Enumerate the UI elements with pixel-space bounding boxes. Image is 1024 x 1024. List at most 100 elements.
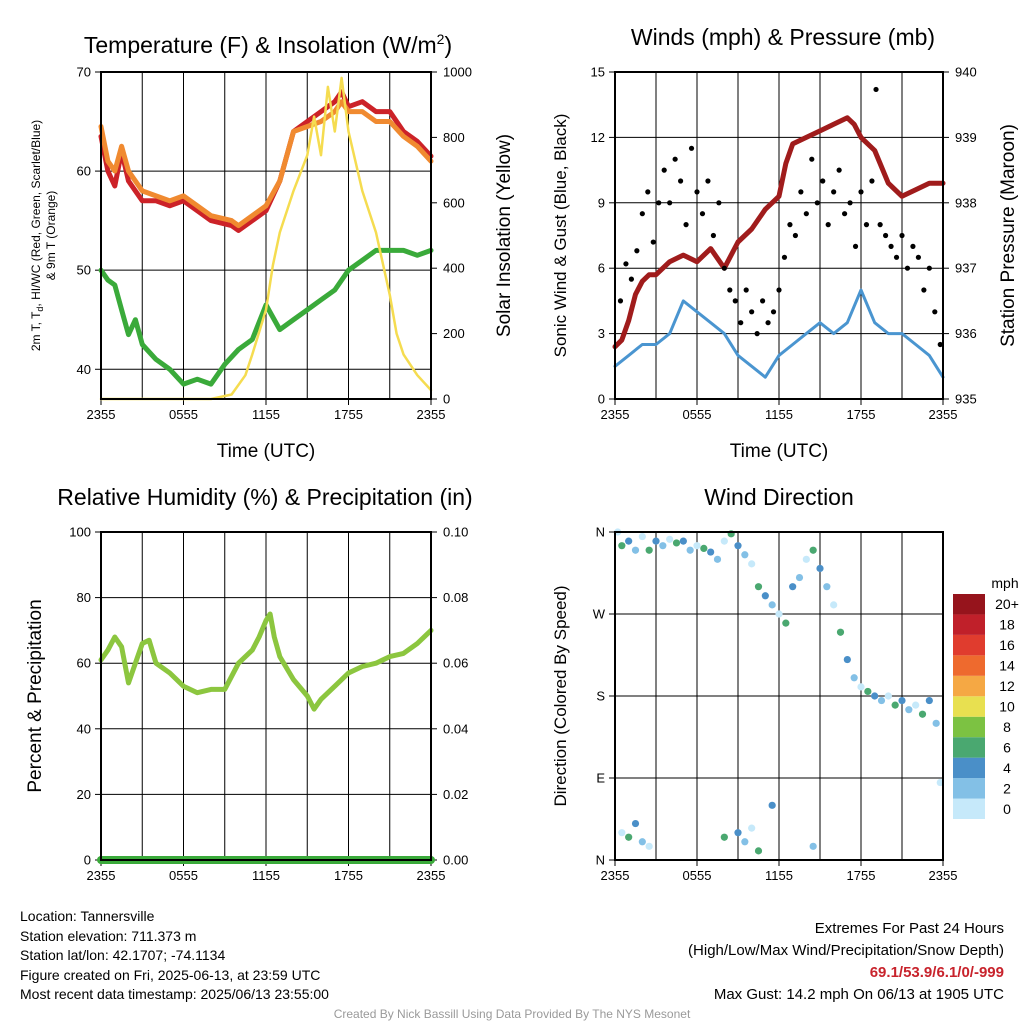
temp-series-hi_green	[98, 247, 434, 387]
wind-gust-point	[792, 232, 799, 239]
wind-gust-point	[650, 239, 656, 245]
dir-point	[843, 655, 851, 664]
wind-gust-point	[910, 243, 916, 249]
dir-point	[782, 619, 790, 627]
rh-y2tick-label: 0.04	[443, 721, 468, 736]
rh-border	[100, 531, 432, 861]
colorbar-label: 8	[1003, 719, 1011, 735]
wind-y2tick-label: 935	[955, 392, 977, 407]
wind-title: Winds (mph) & Pressure (mb)	[631, 24, 935, 50]
wind-gust-point	[858, 189, 864, 195]
colorbar-swatch	[953, 675, 985, 697]
colorbar-label: 16	[999, 637, 1015, 653]
dir-point	[850, 674, 858, 682]
wind-gust-point	[825, 222, 831, 228]
wind-gust-point	[672, 156, 678, 162]
dir-point	[816, 564, 824, 573]
rh-ytick-label: 60	[77, 656, 91, 671]
extremes-subtitle: (High/Low/Max Wind/Precipitation/Snow De…	[688, 942, 1004, 959]
rh-panel: 0 20 40 60 80 100 0.00 0.02 0.04 0.06 0.08 0.10 2355…	[25, 484, 473, 883]
colorbar-swatch	[953, 778, 985, 799]
temp-xtick-label: 1755	[334, 407, 363, 422]
wind-y2tick-label: 940	[955, 65, 977, 80]
credit-line: Created By Nick Bassill Using Data Provi…	[333, 1007, 691, 1021]
wind-gust-point	[727, 287, 733, 293]
wind-gust-point	[738, 320, 744, 326]
rh-ytick-label: 80	[77, 590, 91, 605]
dir-point	[905, 706, 913, 714]
wind-gust-point	[639, 211, 645, 217]
dir-point	[802, 555, 810, 563]
station-location: Location: Tannersville	[20, 908, 155, 924]
wind-gust-point	[749, 309, 755, 315]
dir-ytick-label: N	[596, 525, 605, 540]
wind-panel: 0 3 6 9 12 15 935 936 937 938 939 940 2355 0555 1155 17…	[551, 24, 1019, 462]
rh-ytick-label: 0	[84, 853, 91, 868]
colorbar-swatch	[953, 655, 985, 676]
temp-ytick-label: 60	[77, 164, 91, 179]
wind-gust-point	[656, 200, 662, 206]
wind-gust-point	[873, 86, 879, 93]
station-latlon: Station lat/lon: 42.1707; -74.1134	[20, 947, 226, 963]
extremes-info: Extremes For Past 24 Hours (High/Low/Max…	[688, 918, 1004, 1006]
temp-y2tick-label: 800	[443, 130, 465, 145]
dir-point	[734, 829, 742, 837]
dir-border	[614, 531, 944, 861]
dir-point	[823, 583, 831, 591]
colorbar-swatch	[953, 696, 985, 717]
wind-border	[614, 71, 944, 400]
temp-border	[100, 71, 432, 400]
wind-gust-point	[820, 178, 826, 184]
station-elevation: Station elevation: 711.373 m	[20, 927, 197, 944]
wind-gust-point	[888, 243, 894, 249]
wind-xtick-label: 1155	[765, 407, 793, 422]
dir-point	[631, 819, 640, 828]
wind-xtick-label: 0555	[683, 407, 712, 422]
colorbar-label: 0	[1003, 801, 1011, 817]
wind-gust-point	[683, 222, 689, 228]
wind-gust-point	[842, 211, 848, 217]
temp-title-sup: 2	[437, 31, 445, 47]
dir-point	[864, 687, 872, 696]
extremes-title: Extremes For Past 24 Hours	[814, 920, 1004, 937]
colorbar-swatch	[953, 716, 985, 738]
dir-point	[912, 701, 920, 709]
rh-xtick-label: 0555	[169, 868, 198, 883]
dir-point	[748, 824, 756, 832]
dir-point	[672, 539, 681, 547]
temp-ylabel-line2: & 9m T (Orange)	[44, 191, 58, 281]
dir-point	[625, 537, 633, 545]
wind-gust-point	[814, 200, 820, 206]
wind-gust-point	[694, 189, 700, 195]
wind-series-wind_blue	[613, 288, 945, 379]
dir-point	[795, 573, 804, 582]
wind-gust-point	[688, 145, 695, 151]
wind-gust-point	[798, 189, 804, 195]
rh-y2tick-label: 0.06	[443, 656, 468, 671]
temp-title-main: Temperature (F) & Insolation (W/m	[84, 32, 437, 58]
wind-gust-point	[863, 222, 870, 228]
dir-point	[652, 537, 660, 545]
rh-y2tick-label: 0.10	[443, 525, 468, 540]
dir-point	[857, 683, 865, 691]
dir-point	[754, 847, 763, 855]
dir-xtick-label: 0555	[683, 868, 712, 883]
temp-y2tick-label: 600	[443, 195, 465, 210]
temp-y2tick-label: 200	[443, 326, 465, 341]
wind-gust-point	[732, 298, 738, 304]
temp-series-temp_orange	[98, 99, 434, 229]
dir-point	[891, 701, 899, 709]
colorbar-label: 10	[999, 699, 1015, 715]
wind-xtick-label: 2355	[929, 407, 958, 422]
wind-gust-point	[678, 178, 684, 184]
recent-timestamp: Most recent data timestamp: 2025/06/13 2…	[20, 986, 329, 1002]
temp-y2tick-label: 400	[443, 261, 465, 276]
temp-ylabel-b: , HI/WC (Red, Green, Scarlet/Blue)	[29, 120, 43, 307]
dir-point	[884, 692, 892, 700]
dir-point	[618, 829, 626, 837]
colorbar-label: 20+	[995, 596, 1019, 612]
dir-point	[768, 801, 776, 809]
wind-xtick-label: 1755	[847, 407, 876, 422]
rh-ytick-label: 20	[77, 787, 91, 802]
temp-xtick-label: 2355	[87, 407, 116, 422]
